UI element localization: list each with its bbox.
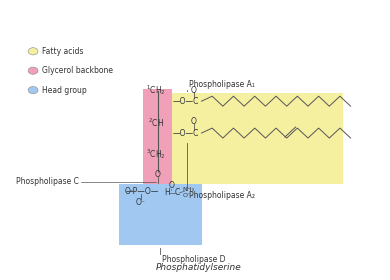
- Text: Phospholipase D: Phospholipase D: [161, 255, 225, 264]
- Text: —O—C: —O—C: [173, 129, 199, 137]
- Text: —P—O—: —P—O—: [126, 187, 159, 196]
- Text: Phospholipase A₁: Phospholipase A₁: [190, 80, 255, 89]
- Bar: [144, 89, 172, 194]
- Text: Phospholipase C: Phospholipase C: [16, 177, 79, 186]
- Text: $^3$CH$_2$: $^3$CH$_2$: [146, 147, 166, 161]
- Text: Phosphatidylserine: Phosphatidylserine: [156, 263, 241, 272]
- Text: O: O: [191, 86, 197, 95]
- Text: Glycerol backbone: Glycerol backbone: [42, 66, 113, 75]
- Text: O: O: [168, 181, 174, 190]
- Text: $^2$CH: $^2$CH: [148, 116, 164, 129]
- Text: —O—C: —O—C: [173, 97, 199, 106]
- Text: NH₃: NH₃: [182, 187, 194, 192]
- Text: $^1$CH$_2$: $^1$CH$_2$: [146, 83, 166, 97]
- Text: O⁻: O⁻: [182, 193, 190, 198]
- Text: Phospholipase A₂: Phospholipase A₂: [190, 191, 255, 200]
- Text: Fatty acids: Fatty acids: [42, 47, 83, 56]
- Text: O⁻: O⁻: [136, 198, 145, 207]
- Circle shape: [28, 67, 38, 74]
- Text: O: O: [191, 118, 197, 127]
- Text: O⁻: O⁻: [124, 187, 134, 196]
- Text: Head group: Head group: [42, 86, 87, 95]
- Circle shape: [28, 87, 38, 94]
- Text: C: C: [174, 188, 179, 197]
- Text: H: H: [165, 188, 170, 197]
- Text: O: O: [155, 170, 161, 179]
- Bar: [119, 184, 202, 245]
- Bar: [172, 93, 343, 184]
- Circle shape: [28, 48, 38, 55]
